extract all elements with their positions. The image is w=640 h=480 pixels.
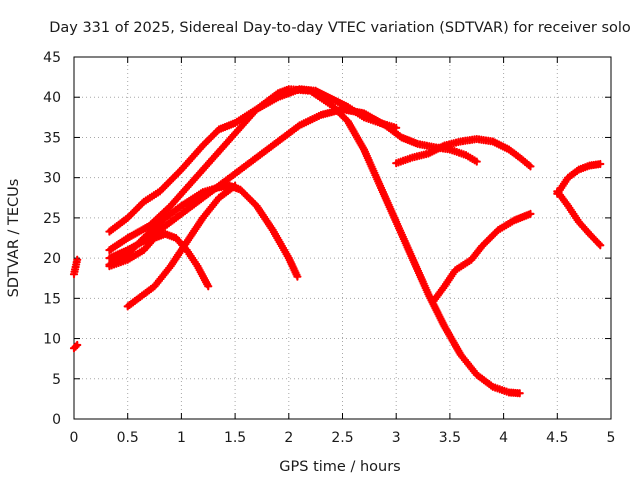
x-tick-label: 2.5 (331, 430, 353, 446)
x-tick-label: 1 (177, 430, 186, 446)
series-markers (553, 187, 605, 250)
grid-lines (74, 57, 611, 419)
data-series (69, 85, 605, 398)
y-tick-label: 45 (43, 50, 61, 66)
x-axis-label: GPS time / hours (279, 459, 400, 475)
y-axis: 0 5 10 15 20 25 30 35 40 45 (43, 50, 611, 428)
y-tick-label: 10 (43, 332, 61, 348)
y-tick-label: 5 (52, 372, 61, 388)
series-arc-l (553, 187, 605, 250)
series-arc-a (69, 255, 82, 279)
x-axis: 0 0.5 1 1.5 2 2.5 3 3.5 4 4.5 5 (70, 57, 616, 446)
y-tick-label: 40 (43, 90, 61, 106)
series-markers (69, 255, 82, 279)
series-arc-j (429, 209, 535, 305)
series-markers (69, 340, 82, 353)
chart-title: Day 331 of 2025, Sidereal Day-to-day VTE… (49, 20, 631, 36)
x-tick-label: 1.5 (224, 430, 246, 446)
y-tick-label: 35 (43, 130, 61, 146)
series-arc-d (105, 85, 524, 398)
x-tick-label: 2 (284, 430, 293, 446)
x-tick-label: 4.5 (546, 430, 568, 446)
series-arc-b (69, 340, 82, 353)
series-markers (105, 85, 524, 398)
x-tick-label: 3 (392, 430, 401, 446)
x-tick-label: 5 (607, 430, 616, 446)
y-tick-label: 0 (52, 412, 61, 428)
series-arc-e (105, 105, 481, 263)
series-markers (123, 181, 240, 311)
series-arc-h (123, 181, 240, 311)
y-tick-label: 20 (43, 251, 61, 267)
series-arc-i (392, 134, 535, 171)
x-tick-label: 4 (499, 430, 508, 446)
x-tick-label: 0.5 (117, 430, 139, 446)
series-markers (553, 159, 605, 198)
y-tick-label: 15 (43, 291, 61, 307)
x-tick-label: 3.5 (439, 430, 461, 446)
series-markers (105, 105, 481, 263)
y-tick-label: 30 (43, 171, 61, 187)
series-markers (429, 209, 535, 305)
series-arc-k (553, 159, 605, 198)
y-tick-label: 25 (43, 211, 61, 227)
series-markers (392, 134, 535, 171)
x-tick-label: 0 (70, 430, 79, 446)
y-axis-label: SDTVAR / TECUs (6, 179, 22, 298)
